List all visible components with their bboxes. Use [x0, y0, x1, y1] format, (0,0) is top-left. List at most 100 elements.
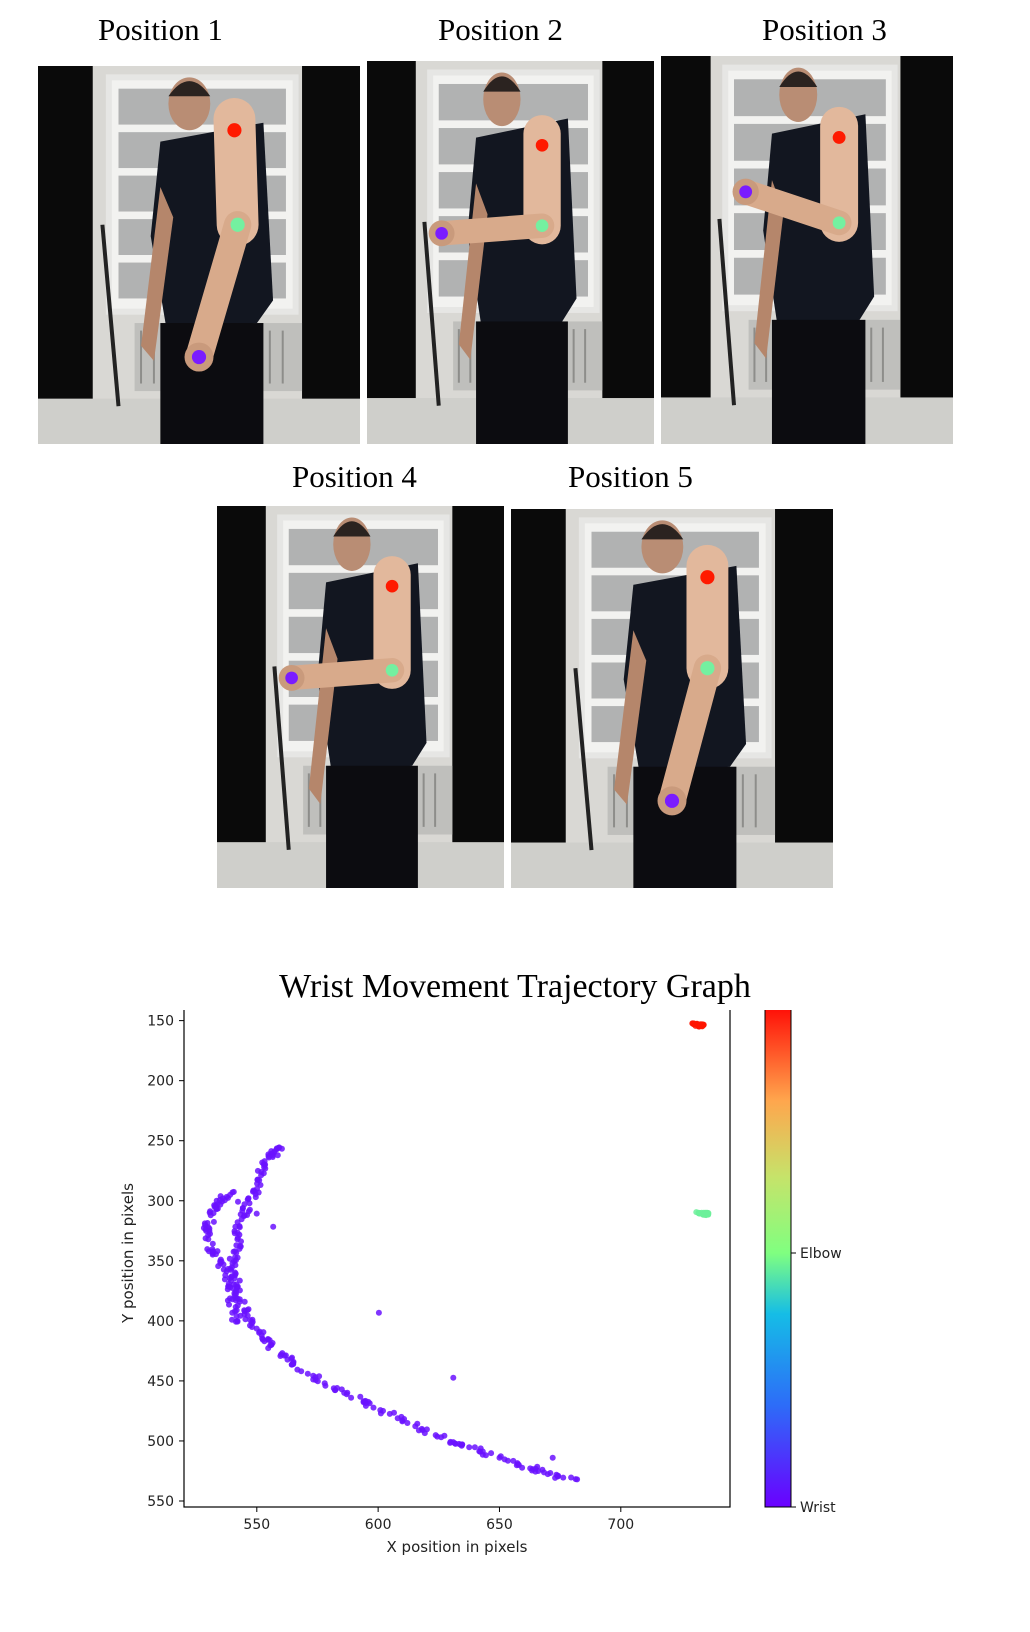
wrist-point [219, 1198, 225, 1205]
left-curtain [511, 509, 566, 888]
wrist-point [541, 1469, 547, 1476]
right-curtain [775, 509, 833, 888]
y-tick-label: 550 [147, 1494, 174, 1510]
wrist-point [236, 1224, 243, 1231]
wrist-point [574, 1476, 581, 1483]
colorbar [764, 1010, 792, 1508]
series-shoulder [689, 1020, 707, 1030]
wrist-point [471, 1444, 478, 1451]
wrist-point [458, 1442, 465, 1449]
wrist-point [290, 1360, 297, 1367]
trajectory-chart: 550 600 650 700150200250300350400450500550 … [119, 1010, 842, 1556]
wrist-point [254, 1180, 261, 1187]
plot-frame [183, 1010, 731, 1508]
wrist-point [274, 1152, 281, 1159]
wrist-point [230, 1248, 237, 1255]
wrist-point [253, 1210, 260, 1217]
wrist-point [226, 1255, 233, 1262]
wrist-marker [435, 227, 448, 240]
wrist-point [238, 1238, 244, 1245]
forearm [733, 179, 852, 236]
wrist-point [228, 1277, 234, 1284]
wrist-point [237, 1312, 244, 1319]
elbow-marker [230, 217, 245, 232]
wrist-point [466, 1444, 473, 1451]
left-curtain [367, 61, 416, 444]
wrist-point [432, 1432, 439, 1439]
wrist-point [549, 1454, 556, 1461]
wrist-point [233, 1307, 240, 1314]
x-tick-label: 600 [365, 1517, 392, 1533]
shoulder-marker [535, 138, 549, 152]
wrist-marker [285, 671, 298, 685]
wrist-point [211, 1203, 218, 1210]
wrist-point [204, 1246, 211, 1253]
wrist-point [206, 1225, 213, 1232]
wrist-point [414, 1420, 421, 1427]
elbow-point [704, 1210, 711, 1217]
colorbar-label-wrist: Wrist [800, 1500, 836, 1516]
wrist-point [370, 1404, 377, 1411]
wrist-point [304, 1370, 311, 1377]
y-tick-label: 250 [147, 1134, 174, 1150]
shoulder-marker [227, 123, 242, 138]
wrist-point [552, 1474, 559, 1481]
wrist-point [510, 1457, 517, 1464]
right-curtain [900, 56, 953, 444]
wrist-point [438, 1434, 445, 1441]
wrist-point [262, 1165, 269, 1172]
wrist-point [265, 1336, 271, 1343]
wrist-point [221, 1276, 228, 1283]
wrist-point [265, 1345, 272, 1352]
wrist-point [277, 1353, 284, 1359]
wrist-point [519, 1464, 526, 1471]
photo-position-1 [38, 66, 360, 444]
right-curtain [452, 506, 504, 888]
wrist-point [330, 1385, 337, 1392]
forearm [279, 658, 405, 691]
right-curtain [602, 61, 654, 444]
wrist-point [269, 1154, 276, 1160]
wrist-point [226, 1301, 232, 1308]
wrist-point [215, 1263, 222, 1270]
wrist-point [210, 1210, 217, 1217]
photo-position-4 [217, 506, 504, 888]
wrist-point [568, 1474, 575, 1481]
wrist-point [504, 1457, 511, 1464]
y-tick-label: 150 [147, 1014, 174, 1030]
forearm [429, 213, 555, 246]
wrist-point [488, 1450, 495, 1457]
wrist-point [482, 1452, 489, 1459]
wrist-point [239, 1205, 246, 1212]
wrist-point [259, 1159, 266, 1166]
wrist-point [496, 1454, 503, 1461]
wrist-point [532, 1468, 539, 1475]
forearm [658, 654, 722, 815]
x-tick-label: 700 [607, 1517, 634, 1533]
wrist-point [246, 1200, 253, 1207]
elbow-marker [832, 216, 846, 230]
x-tick-label: 550 [243, 1517, 270, 1533]
elbow-marker [700, 661, 715, 676]
wrist-point [560, 1474, 567, 1481]
wrist-point [450, 1374, 457, 1381]
wrist-point [244, 1212, 251, 1218]
wrist-point [232, 1262, 239, 1269]
wrist-point [258, 1169, 265, 1175]
wrist-point [375, 1309, 382, 1316]
y-tick-label: 450 [147, 1374, 174, 1390]
photo-position-2 [367, 61, 654, 444]
elbow-marker [535, 219, 549, 233]
position-3-label: Position 3 [762, 12, 887, 47]
wrist-point [202, 1235, 209, 1242]
y-tick-label: 500 [147, 1434, 174, 1450]
wrist-point [235, 1198, 241, 1205]
chart-title: Wrist Movement Trajectory Graph [279, 968, 751, 1005]
wrist-point [447, 1439, 454, 1446]
wrist-point [220, 1261, 227, 1268]
wrist-point [234, 1283, 241, 1290]
y-tick-label: 350 [147, 1254, 174, 1270]
x-axis-label: X position in pixels [387, 1538, 528, 1556]
left-curtain [661, 56, 711, 444]
left-curtain [217, 506, 266, 888]
